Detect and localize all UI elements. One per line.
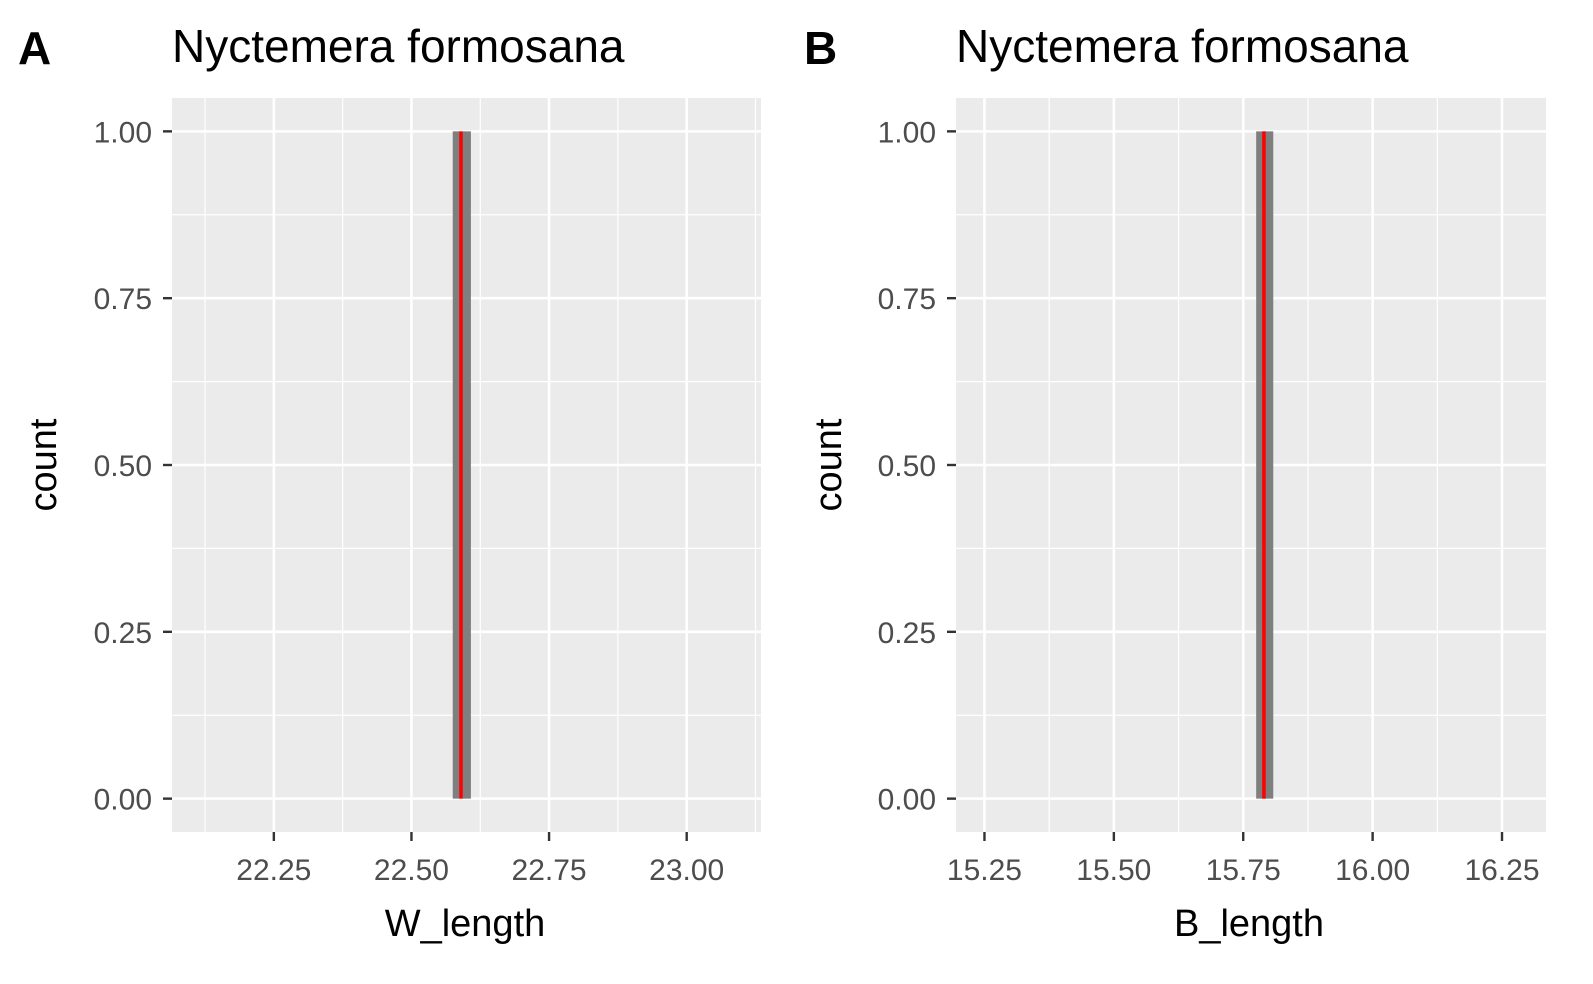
panel-a-x-tick-label: 22.50 (374, 854, 449, 887)
panel-b-x-axis-title: B_length (1174, 903, 1324, 945)
panel-a-y-tick-label: 0.25 (94, 617, 152, 650)
panel-a-title: Nyctemera formosana (172, 20, 625, 72)
panel-a-x-axis-title: W_length (385, 903, 546, 945)
panel-a-plot-area: 0.00 0.25 0.50 0.75 1.00 22.25 22.50 22.75 23.00 (94, 98, 761, 887)
panel-b-y-axis-title: count (808, 418, 850, 511)
panel-a-tag: A (18, 22, 51, 74)
panel-a: A Nyctemera formosana 0.00 0.25 0.50 0.75 1.… (18, 20, 761, 945)
panel-b-x-tick-label: 16.25 (1464, 854, 1539, 887)
panel-b-x-tick-label: 16.00 (1335, 854, 1410, 887)
panel-b: B Nyctemera formosana 0.00 0.25 0.50 0.75 1.… (804, 20, 1546, 945)
panel-a-y-tick-label: 1.00 (94, 116, 152, 149)
panel-a-y-axis-title: count (23, 418, 65, 511)
panel-b-tag: B (804, 22, 837, 74)
panel-a-x-tick-label: 22.25 (236, 854, 311, 887)
panel-a-x-tick-label: 23.00 (649, 854, 724, 887)
panel-b-plot-area: 0.00 0.25 0.50 0.75 1.00 15.25 15.50 15.75 16.00… (878, 98, 1546, 887)
panel-b-y-tick-label: 0.00 (878, 784, 936, 817)
panel-a-x-tick-label: 22.75 (512, 854, 587, 887)
panel-b-x-tick-label: 15.25 (947, 854, 1022, 887)
panel-b-y-tick-label: 1.00 (878, 116, 936, 149)
panel-b-y-tick-label: 0.25 (878, 617, 936, 650)
panel-a-y-tick-label: 0.00 (94, 784, 152, 817)
panel-b-y-tick-label: 0.50 (878, 450, 936, 483)
panel-b-title: Nyctemera formosana (956, 20, 1409, 72)
panel-a-y-tick-label: 0.50 (94, 450, 152, 483)
panel-a-y-tick-label: 0.75 (94, 283, 152, 316)
panel-b-x-tick-label: 15.50 (1076, 854, 1151, 887)
panel-b-y-tick-label: 0.75 (878, 283, 936, 316)
panel-b-x-tick-label: 15.75 (1206, 854, 1281, 887)
